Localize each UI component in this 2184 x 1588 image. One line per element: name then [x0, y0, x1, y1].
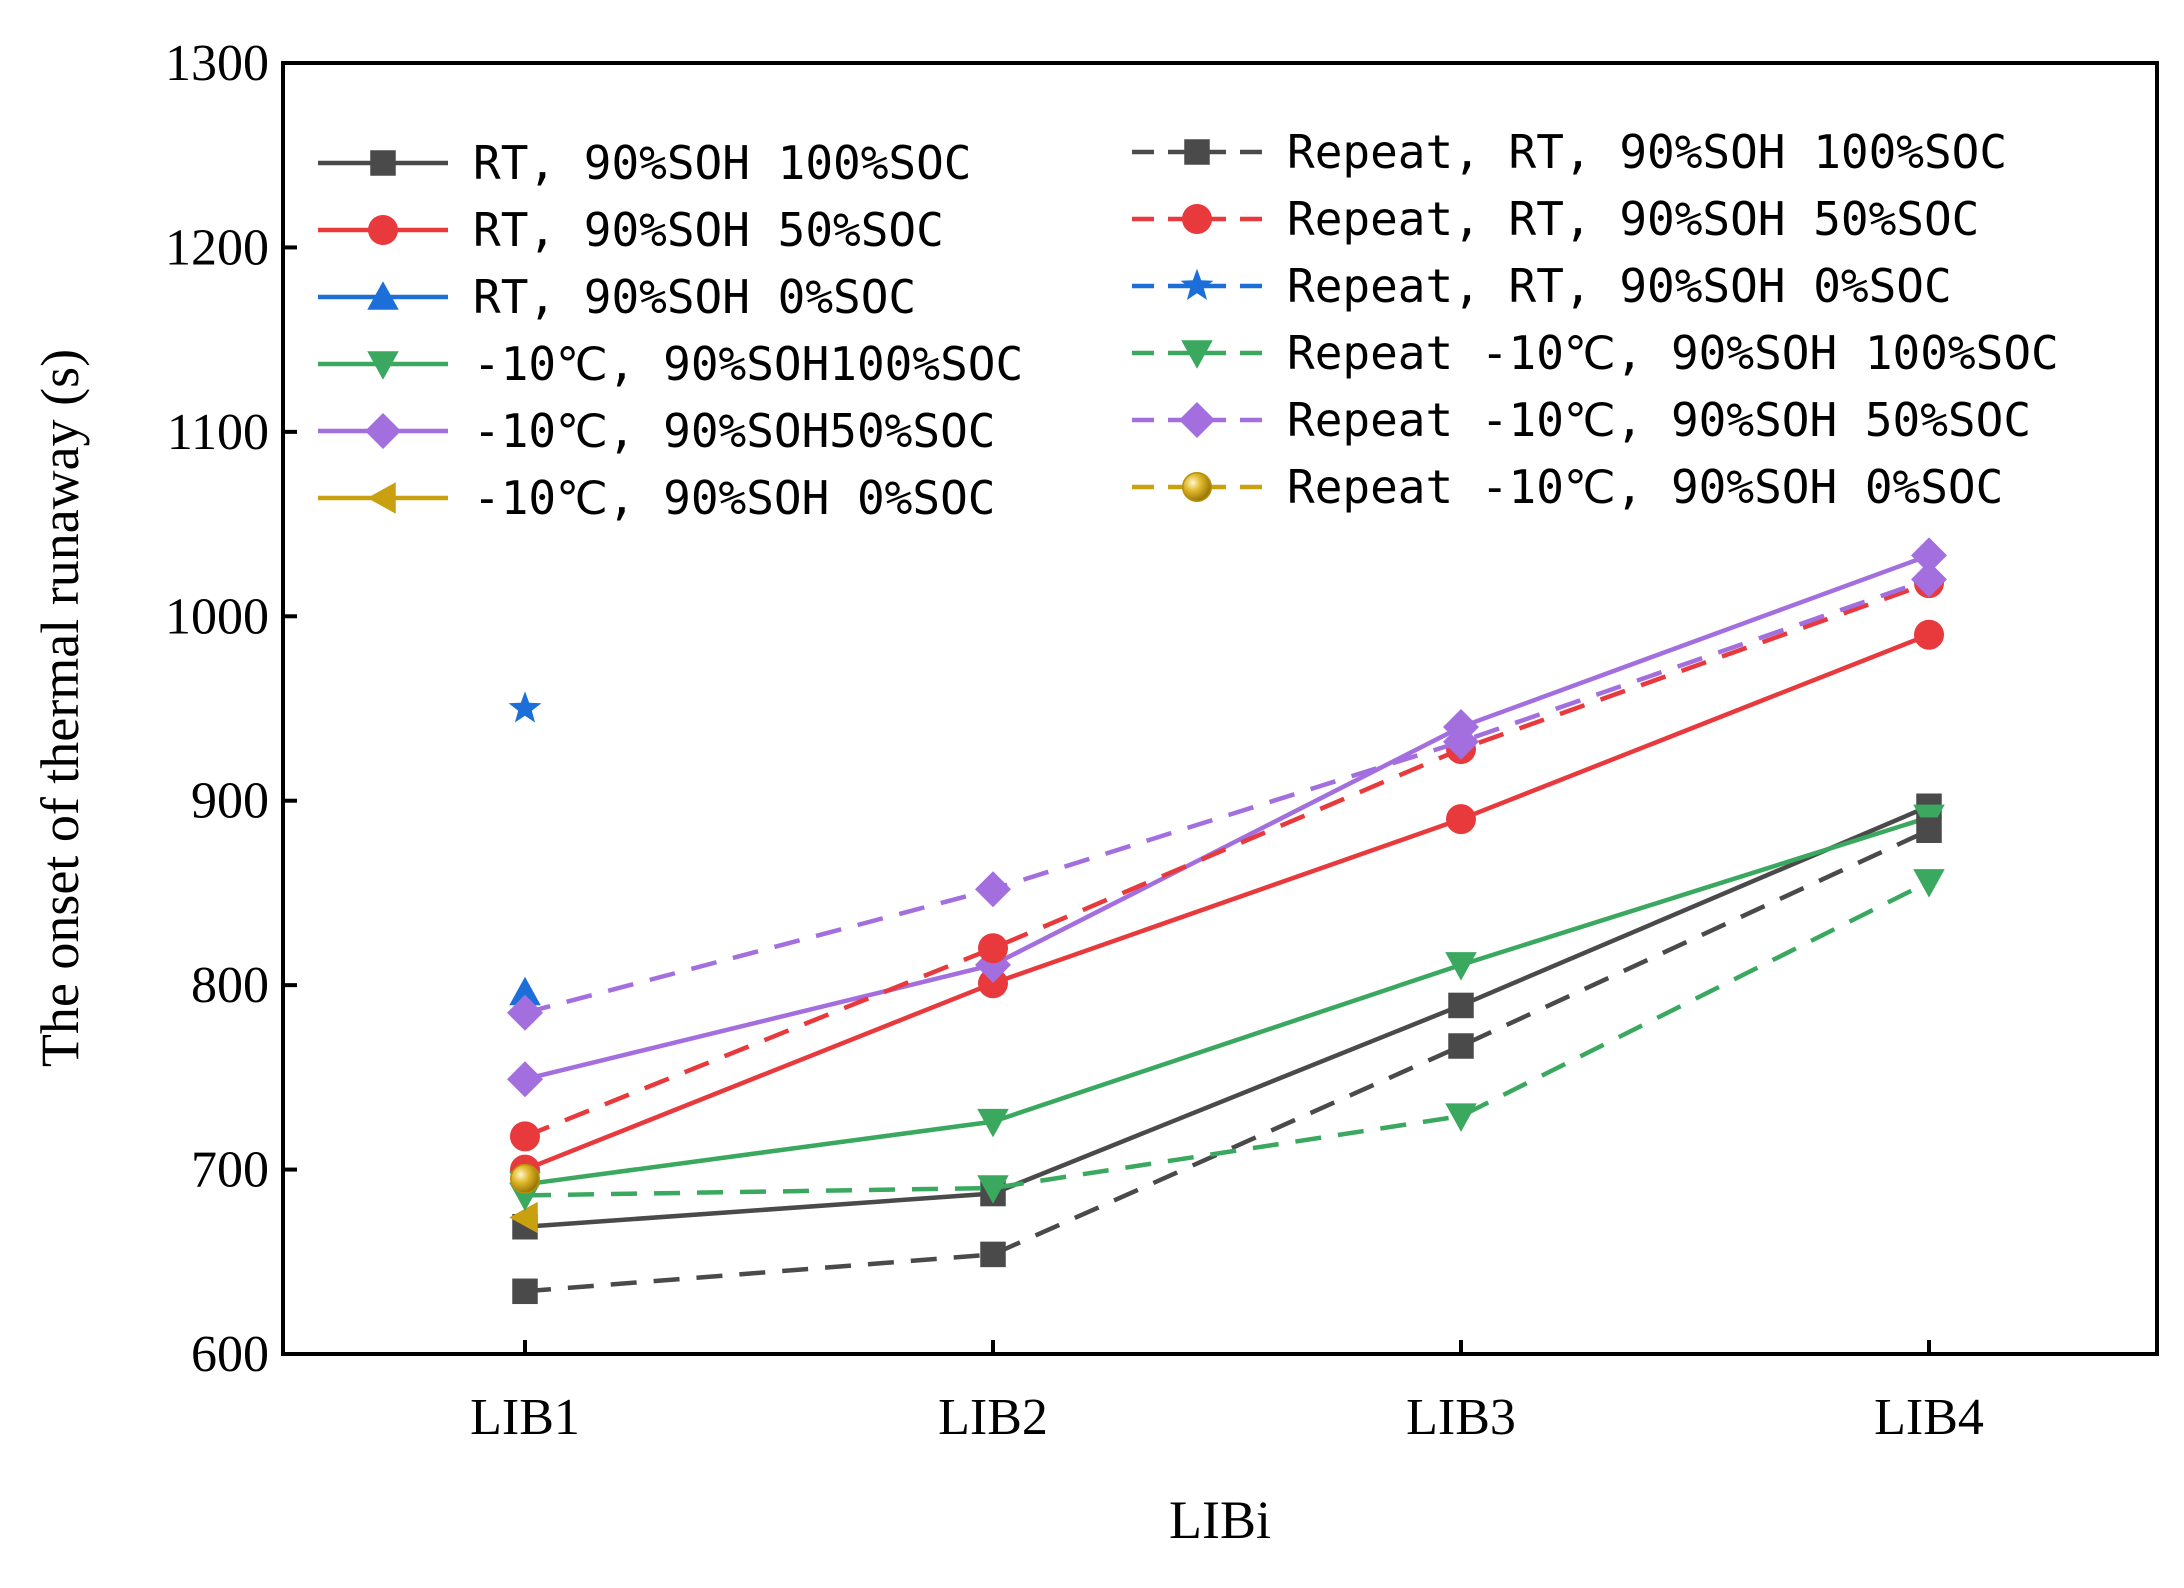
legend-marker	[1182, 204, 1212, 234]
legend-label: -10℃, 90%SOH100%SOC	[473, 337, 1023, 391]
y-tick-label: 1000	[165, 588, 269, 645]
series-repeat-rt-90pctsoh-0pctsoc	[508, 691, 542, 723]
legend-item-10c-90pctsoh50pctsoc: -10℃, 90%SOH50%SOC	[318, 404, 995, 458]
series-line	[524, 632, 1930, 1172]
y-tick-label: 1200	[165, 219, 269, 276]
legend-marker	[1181, 340, 1213, 369]
data-point-lib1	[508, 691, 542, 723]
data-point-lib3	[1446, 804, 1476, 835]
x-axis-title: LIBi	[1169, 1490, 1271, 1550]
data-point-lib1	[512, 1278, 538, 1305]
data-point-lib3	[1443, 723, 1479, 760]
series-10c-90pctsoh50pctsoc	[507, 537, 1947, 1098]
data-point-lib4	[1911, 561, 1947, 598]
legend-marker	[367, 351, 399, 380]
data-point-lib4	[1911, 537, 1947, 574]
legend-item-repeat-10c-90pctsoh-50pctsoc: Repeat -10℃, 90%SOH 50%SOC	[1132, 393, 2031, 447]
legend-marker	[367, 482, 396, 514]
data-point-lib2	[978, 968, 1008, 999]
y-tick-label: 600	[191, 1326, 269, 1383]
legend-label: -10℃, 90%SOH50%SOC	[473, 404, 995, 458]
series-line	[524, 577, 1930, 1015]
legend-item-rt-90pctsoh-0pctsoc: RT, 90%SOH 0%SOC	[318, 270, 916, 324]
legend-marker	[367, 281, 399, 310]
y-tick-label: 1100	[167, 404, 269, 461]
legend-label: Repeat -10℃, 90%SOH 50%SOC	[1287, 393, 2031, 447]
data-point-lib1	[510, 1121, 540, 1152]
data-point-lib2	[980, 1241, 1006, 1268]
series-10c-90pctsoh100pctsoc	[509, 804, 1945, 1201]
data-point-lib2	[978, 933, 1008, 964]
series-line	[524, 828, 1930, 1294]
data-point-lib1	[507, 994, 543, 1031]
legend-label: Repeat -10℃, 90%SOH 100%SOC	[1287, 326, 2059, 380]
legend: RT, 90%SOH 100%SOC RT, 90%SOH 50%SOC RT, 9…	[318, 125, 2059, 525]
legend-item-repeat-rt-90pctsoh-50pctsoc: Repeat, RT, 90%SOH 50%SOC	[1132, 192, 1979, 246]
legend-item-repeat-rt-90pctsoh-100pctsoc: Repeat, RT, 90%SOH 100%SOC	[1132, 125, 2007, 179]
series-repeat-rt-90pctsoh-100pctsoc	[512, 817, 1942, 1305]
legend-label: Repeat, RT, 90%SOH 100%SOC	[1287, 125, 2007, 179]
series-10c-90pctsoh-0pctsoc	[509, 1201, 538, 1234]
legend-item-rt-90pctsoh-100pctsoc: RT, 90%SOH 100%SOC	[318, 136, 972, 190]
data-point-lib3	[1448, 1033, 1474, 1059]
legend-item-10c-90pctsoh100pctsoc: -10℃, 90%SOH100%SOC	[318, 337, 1023, 391]
x-tick-label: LIB2	[938, 1389, 1048, 1446]
legend-marker	[368, 215, 398, 245]
data-point-lib4	[1913, 869, 1945, 898]
series-repeat-10c-90pctsoh-0pctsoc	[510, 1163, 540, 1194]
data-point-lib4	[1916, 817, 1942, 843]
legend-item-repeat-rt-90pctsoh-0pctsoc: Repeat, RT, 90%SOH 0%SOC	[1132, 259, 1952, 313]
y-tick-label: 1300	[165, 35, 269, 92]
legend-label: Repeat, RT, 90%SOH 0%SOC	[1287, 259, 1952, 313]
data-point-lib2	[977, 1108, 1009, 1138]
data-point-lib4	[1914, 619, 1944, 650]
data-point-lib3	[1448, 992, 1474, 1019]
data-point-lib2	[977, 1175, 1009, 1204]
legend-marker	[1182, 472, 1212, 502]
legend-label: -10℃, 90%SOH 0%SOC	[473, 471, 995, 525]
series-repeat-10c-90pctsoh-50pctsoc	[507, 561, 1947, 1031]
data-point-lib1	[510, 1163, 540, 1194]
y-tick-label: 800	[191, 957, 269, 1014]
series-line	[524, 879, 1931, 1198]
data-point-lib1	[509, 1201, 538, 1234]
series-line	[524, 804, 1930, 1229]
legend-label: Repeat, RT, 90%SOH 50%SOC	[1287, 192, 1979, 246]
series-layer	[507, 537, 1947, 1305]
legend-marker	[1179, 402, 1215, 438]
y-tick-label: 900	[191, 773, 269, 830]
series-rt-90pctsoh-0pctsoc	[509, 976, 541, 1006]
legend-marker	[365, 413, 401, 449]
series-line	[524, 553, 1930, 1082]
plot-frame	[281, 61, 2159, 1356]
legend-label: RT, 90%SOH 0%SOC	[473, 270, 916, 324]
legend-marker	[1184, 139, 1210, 165]
series-repeat-rt-90pctsoh-50pctsoc	[510, 568, 1944, 1152]
legend-item-repeat-10c-90pctsoh-0pctsoc: Repeat -10℃, 90%SOH 0%SOC	[1132, 460, 2003, 514]
legend-marker	[370, 150, 396, 176]
legend-item-repeat-10c-90pctsoh-100pctsoc: Repeat -10℃, 90%SOH 100%SOC	[1132, 326, 2059, 380]
series-line	[524, 580, 1930, 1139]
legend-label: RT, 90%SOH 100%SOC	[473, 136, 972, 190]
axis-layer: 600 700 800 900 1000 1100 1200 1300 LIB1 LIB2 LIB3…	[165, 35, 1984, 1446]
data-point-lib1	[507, 1061, 543, 1098]
x-tick-label: LIB1	[470, 1389, 580, 1446]
legend-label: RT, 90%SOH 50%SOC	[473, 203, 944, 257]
legend-marker	[1180, 268, 1214, 300]
legend-item-rt-90pctsoh-50pctsoc: RT, 90%SOH 50%SOC	[318, 203, 944, 257]
y-axis-title: The onset of thermal runaway (s)	[30, 349, 90, 1067]
data-point-lib1	[509, 976, 541, 1006]
data-point-lib2	[975, 871, 1011, 908]
data-point-lib3	[1445, 1103, 1477, 1132]
data-point-lib3	[1445, 952, 1477, 981]
x-tick-label: LIB4	[1874, 1389, 1984, 1446]
legend-item-10c-90pctsoh-0pctsoc: -10℃, 90%SOH 0%SOC	[318, 471, 995, 525]
x-tick-label: LIB3	[1406, 1389, 1516, 1446]
series-line	[524, 815, 1930, 1187]
y-tick-label: 700	[191, 1142, 269, 1199]
legend-label: Repeat -10℃, 90%SOH 0%SOC	[1287, 460, 2003, 514]
series-rt-90pctsoh-100pctsoc	[512, 793, 1942, 1240]
